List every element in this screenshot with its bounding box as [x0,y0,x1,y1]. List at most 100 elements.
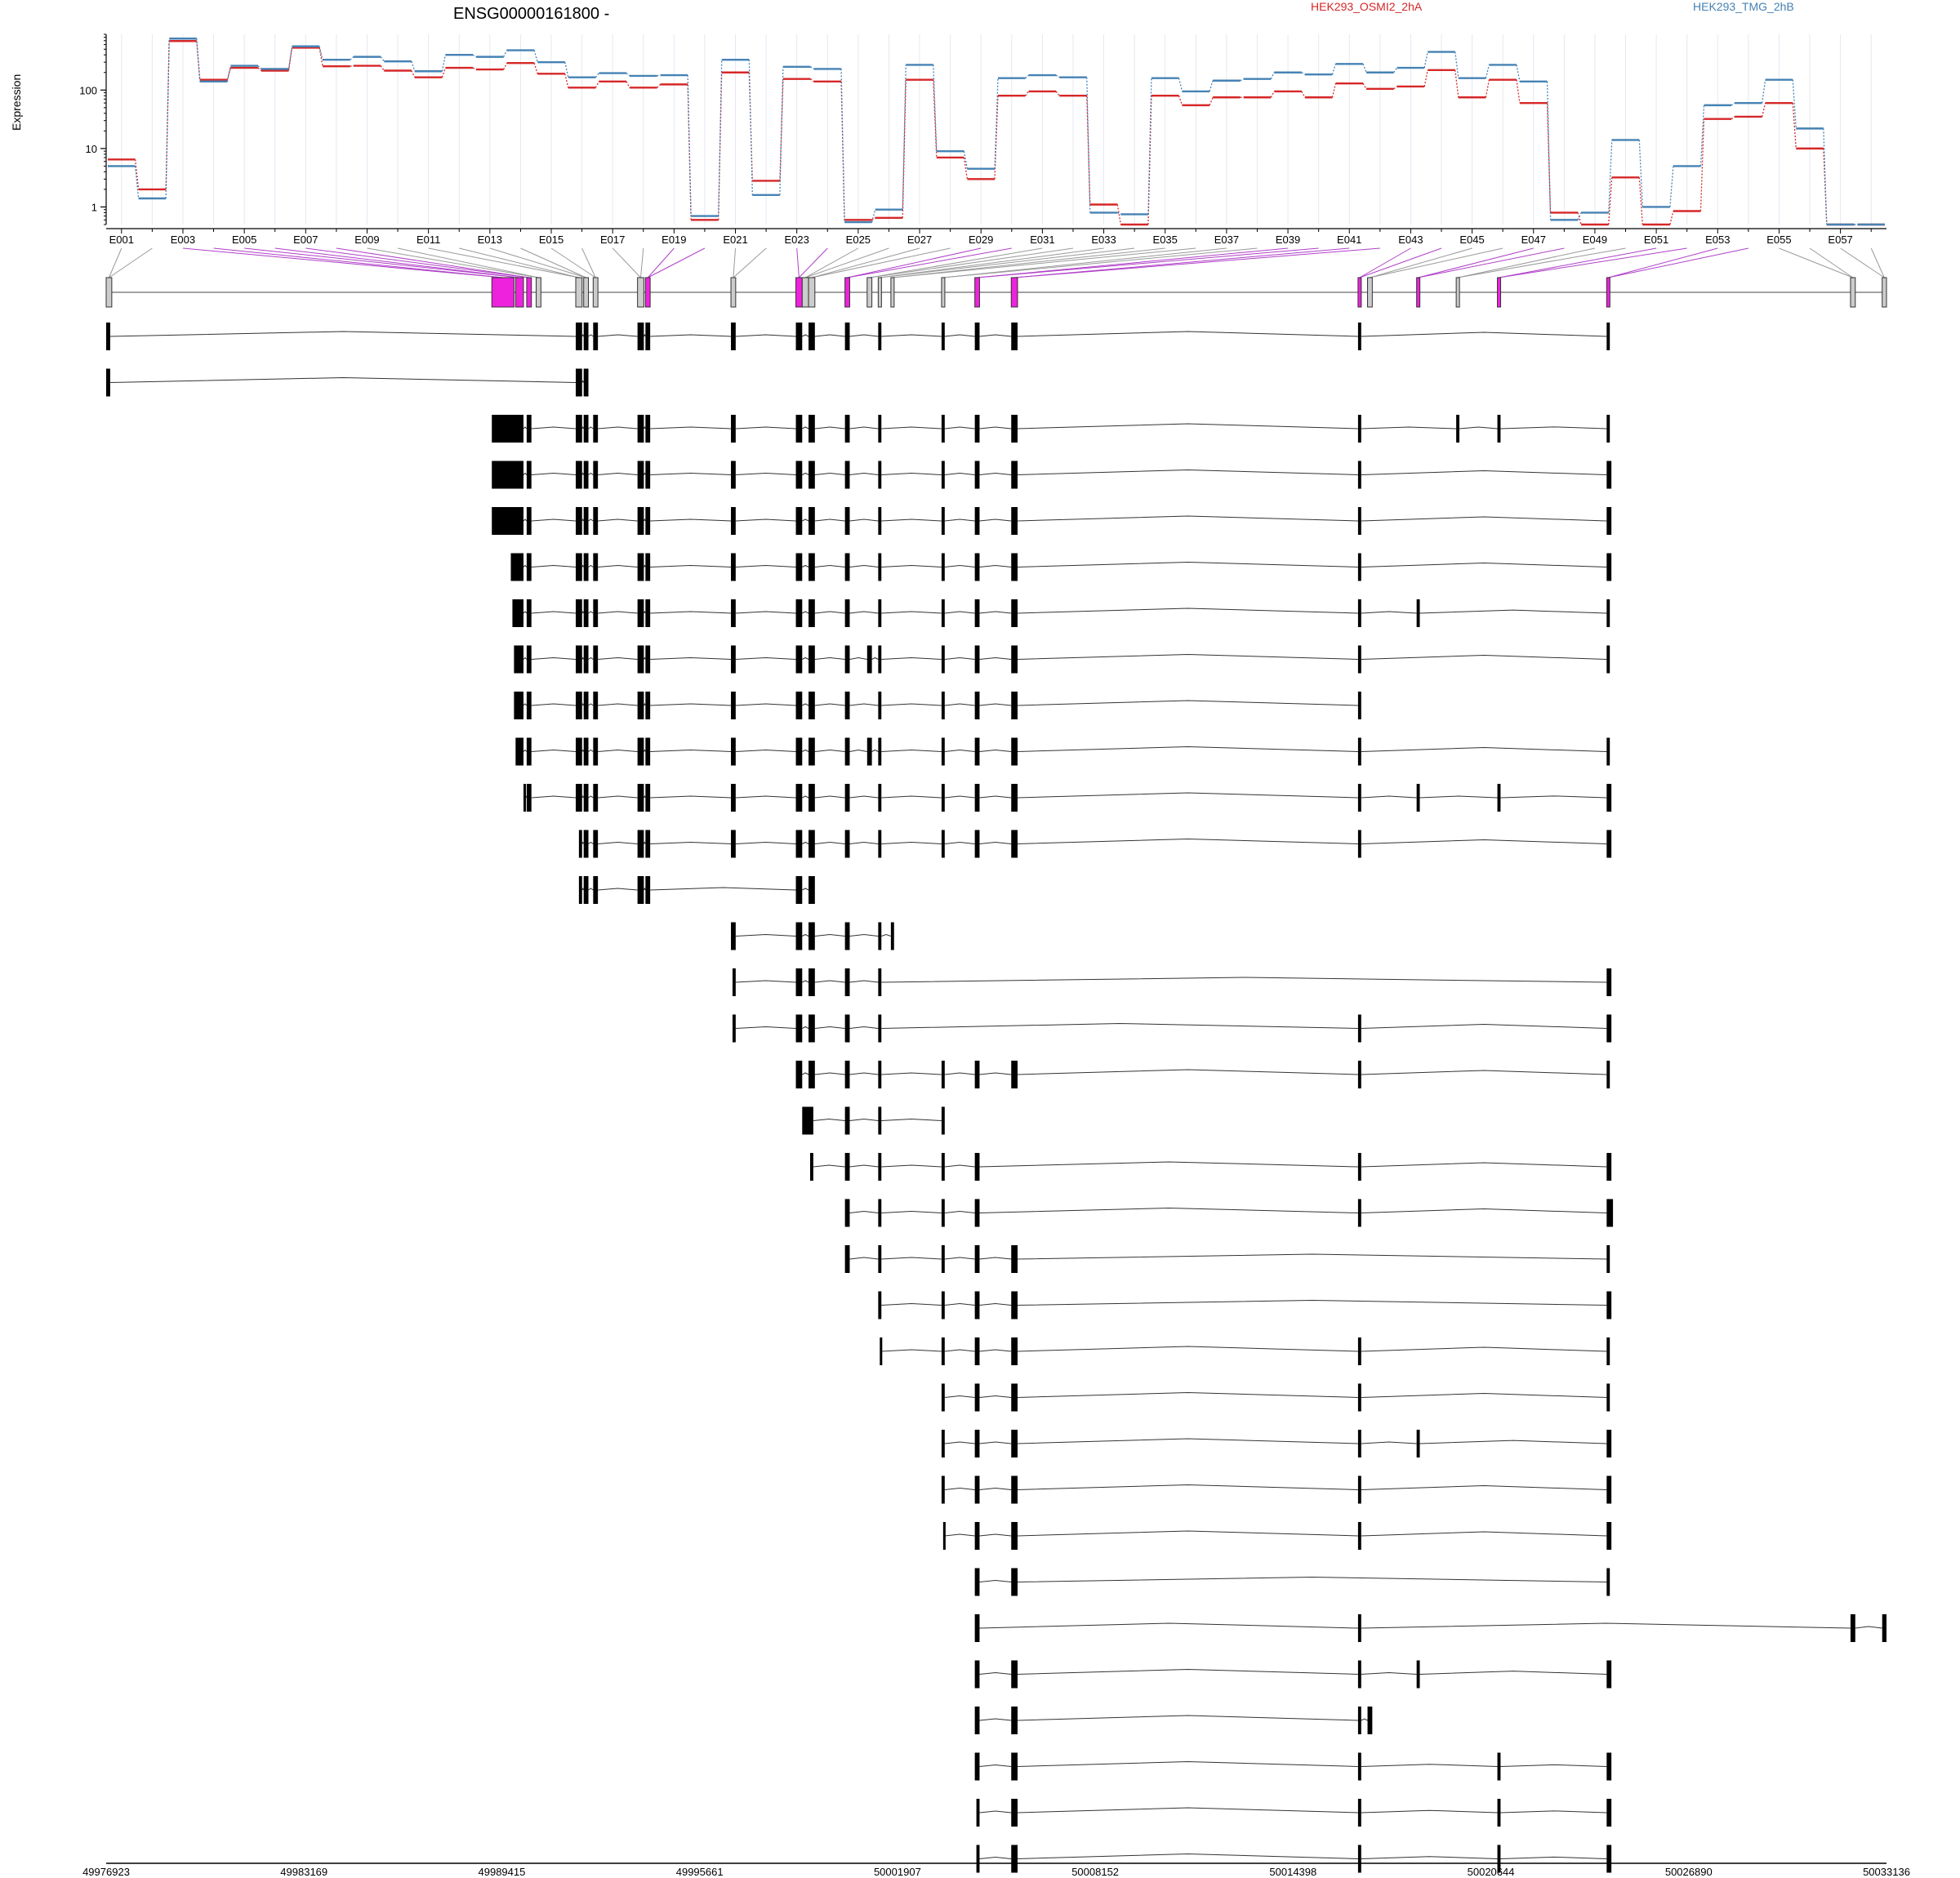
exon-connector [336,247,529,278]
transcript-exon [974,1614,980,1642]
y-axis: 1 10 100 [79,33,107,225]
legend-series-a: HEK293_OSMI2_2hA [1311,0,1423,13]
exon-connector [612,247,641,278]
transcript-exon [1606,599,1610,627]
transcript-exon [106,323,110,350]
transcript-exon [731,830,736,858]
transcript-exon [974,415,980,443]
transcript-exon [808,415,815,443]
transcript-exon [808,461,815,489]
transcript-exon [844,1061,850,1088]
transcript-exon [1357,1199,1361,1227]
transcript-exon [795,784,803,812]
exon-connector [799,247,828,278]
transcript-exon [514,645,524,674]
transcript-exon [576,784,582,812]
exon-label: E019 [662,234,686,246]
transcript-exon [1011,1707,1018,1734]
transcript-exon [878,784,882,812]
transcript-exon [844,692,850,719]
gene-model-exon [592,277,599,308]
transcript-exon [637,461,644,489]
transcript-exon [1497,1799,1501,1827]
transcript-exon [1606,1061,1610,1088]
transcript-intron [802,1069,1607,1075]
transcript-exon [583,323,589,350]
transcript-exon [1416,784,1420,812]
transcript-exon [974,553,980,581]
gene-model-exon [105,277,113,308]
transcript-exon [795,830,803,858]
transcript-exon [645,415,651,443]
exon-label: E021 [723,234,747,246]
transcript-exon [844,461,850,489]
exon-connector [847,247,982,278]
transcript-exon [974,1430,980,1457]
transcript-exon [526,599,532,627]
transcript-exon [1357,1660,1361,1689]
transcript-exon [593,461,599,489]
gene-model-exon-highlighted [795,277,803,308]
exon-label: E031 [1030,234,1054,246]
transcript-exon [941,599,945,627]
genomic-tick-label: 49976923 [82,1866,130,1878]
transcript-intron [881,1346,1607,1352]
transcript-exon [526,692,532,719]
transcript-exon [1011,415,1018,443]
exon-connector [108,247,122,278]
transcript-exon [1497,415,1501,443]
transcript-exon [583,692,589,719]
transcript-exon [878,1106,882,1135]
exon-label: E047 [1521,234,1546,246]
exon-connector [489,247,586,278]
exon-label: E035 [1153,234,1178,246]
exon-connector [1014,247,1380,278]
transcript-exon [645,507,651,535]
transcript-exon [583,553,589,581]
transcript-exon [1606,1153,1612,1181]
transcript-exon [576,599,582,627]
transcript-exon [583,784,589,812]
exon-connector [1499,247,1687,278]
transcript-exon [1011,1291,1018,1319]
transcript-exon [878,599,882,627]
transcript [844,1245,1610,1273]
transcript-exon [637,784,644,812]
genomic-tick-label: 50033136 [1863,1866,1910,1878]
transcript-exon [941,784,945,812]
transcript-exon [795,645,803,674]
transcript-exon [974,1337,980,1365]
transcript [974,1614,1886,1642]
transcript-intron [524,792,1607,799]
transcript [976,1845,1612,1873]
transcript-exon [1011,645,1018,674]
transcript [941,1430,1612,1457]
transcript-exon [1011,1061,1018,1088]
transcript-exon [808,692,815,719]
transcript-exon [1357,1707,1361,1734]
transcript-exon [645,323,651,350]
transcript-exon [808,784,815,812]
transcript-exon [941,1291,945,1319]
transcript-intron [944,1438,1607,1444]
transcript-exon [1497,784,1501,812]
transcript-intron [979,1668,1607,1675]
exon-connector [811,247,951,278]
transcript-exon [1606,323,1610,350]
transcript-exon [1011,1430,1018,1457]
transcript-exon [1357,323,1361,350]
transcript [974,1568,1610,1596]
transcript-exon [974,1061,980,1088]
transcript [106,368,589,397]
transcript [512,599,1610,627]
exon-connector [648,247,706,278]
transcript-exon [808,922,815,950]
transcript-exon [1011,737,1018,766]
transcript-exon [844,922,850,950]
exon-label: E011 [416,234,440,246]
exon-connector [892,247,1196,278]
exon-label: E005 [232,234,256,246]
legend-series-b: HEK293_TMG_2hB [1693,0,1794,13]
exon-connector [977,247,1319,278]
transcript-exon [1416,1660,1420,1689]
